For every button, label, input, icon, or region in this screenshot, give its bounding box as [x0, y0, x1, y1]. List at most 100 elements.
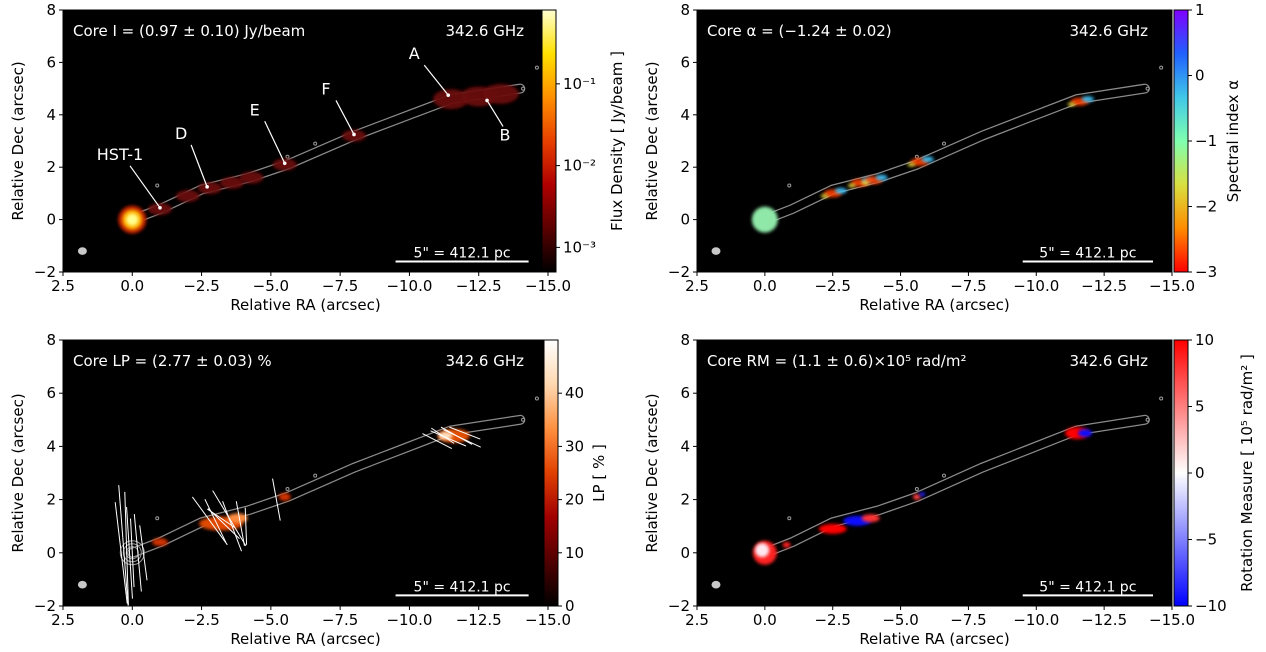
- lp-patch: [278, 492, 291, 501]
- contour-speck: [942, 473, 946, 478]
- beam-ellipse: [711, 247, 721, 255]
- knot-arrow: [486, 100, 504, 127]
- knot-arrowhead: [485, 98, 489, 103]
- x-tick-label: 0.0: [753, 611, 777, 629]
- y-tick-label: −2: [668, 263, 690, 281]
- emission-layer: [751, 65, 1164, 233]
- polarization-vector: [126, 506, 133, 599]
- colorbar-label: Flux Density [ Jy/beam ]: [608, 51, 626, 231]
- x-tick-label: −2.5: [183, 277, 219, 295]
- contour-speck: [942, 141, 946, 146]
- beam-ellipse: [711, 580, 721, 589]
- frequency-label: 342.6 GHz: [1070, 22, 1149, 40]
- scalebar-label: 5" = 412.1 pc: [414, 246, 511, 262]
- x-tick-label: −2.5: [814, 611, 850, 629]
- x-tick-label: 2.5: [51, 611, 75, 629]
- colorbar-tick-label: −1: [1195, 132, 1217, 150]
- polarization-vector: [422, 433, 453, 450]
- x-tick-label: −15.0: [525, 277, 571, 295]
- polarization-vector: [430, 430, 467, 447]
- y-tick-label: 6: [46, 384, 56, 402]
- alpha-patch-blue: [921, 156, 934, 163]
- y-axis-label: Relative Dec (arcsec): [643, 393, 661, 552]
- polarization-vector: [207, 508, 235, 528]
- x-tick-label: −7.5: [322, 611, 358, 629]
- x-tick-label: 0.0: [120, 277, 144, 295]
- x-axis-label: Relative RA (arcsec): [230, 630, 380, 648]
- x-tick-label: −10.0: [386, 611, 432, 629]
- x-axis-label: Relative RA (arcsec): [859, 296, 1009, 314]
- knot-label-a: A: [409, 44, 420, 63]
- contour-speck: [285, 154, 290, 159]
- polarization-vector: [449, 426, 481, 440]
- colorbar-tick-label: −2: [1195, 198, 1217, 216]
- knot-label-b: B: [500, 125, 511, 144]
- x-tick-label: 0.0: [753, 277, 777, 295]
- knot-arrow: [335, 100, 355, 135]
- rm-patch: [1078, 429, 1093, 438]
- x-tick-label: −10.0: [1013, 611, 1059, 629]
- jet-emission: [239, 171, 264, 184]
- x-tick-label: −5.0: [253, 277, 289, 295]
- polarization-vector: [272, 478, 281, 521]
- y-tick-label: −2: [34, 263, 56, 281]
- x-tick-label: −15.0: [1149, 277, 1195, 295]
- y-tick-label: 2: [46, 491, 56, 509]
- contour-speck: [285, 486, 290, 491]
- y-tick-label: −2: [668, 597, 690, 615]
- plot-area: [63, 10, 548, 272]
- colorbar-label: LP [ % ]: [590, 444, 608, 502]
- y-tick-label: 8: [680, 1, 690, 19]
- core-annotation: Core I = (0.97 ± 0.10) Jy/beam: [73, 22, 305, 40]
- knot-arrowhead: [205, 185, 209, 189]
- knot-arrow: [190, 144, 208, 188]
- y-tick-label: 4: [680, 106, 690, 124]
- x-tick-label: −5.0: [253, 611, 289, 629]
- y-tick-label: 0: [680, 544, 690, 562]
- plot-frame: [696, 339, 1173, 607]
- y-axis-label: Relative Dec (arcsec): [643, 61, 661, 220]
- alpha-patch-yellow: [907, 162, 916, 167]
- alpha-patch-yellow: [1067, 102, 1076, 107]
- y-tick-label: 4: [680, 437, 690, 455]
- x-tick-label: 2.5: [685, 277, 709, 295]
- polarization-vector: [212, 490, 247, 547]
- knot-label-e: E: [250, 100, 260, 119]
- polarization-vector: [244, 507, 248, 545]
- colorbar-tick-label: 40: [565, 384, 584, 402]
- y-tick-label: 6: [680, 384, 690, 402]
- polarization-vector: [431, 427, 455, 444]
- scalebar-label: 5" = 412.1 pc: [414, 579, 511, 595]
- contour-speck: [534, 65, 539, 70]
- jet-emission: [433, 89, 469, 110]
- polarization-vector: [191, 496, 228, 546]
- colorbar-tick-label: 10: [1195, 331, 1214, 349]
- colorbar-tick-label: 0: [565, 597, 575, 615]
- rm-patch: [912, 493, 921, 500]
- x-tick-label: −15.0: [1149, 611, 1195, 629]
- alpha-patch-blue: [1081, 96, 1094, 103]
- colorbar-label: Spectral index α: [1224, 80, 1242, 203]
- contour-speck: [313, 473, 318, 478]
- emission-layer: [118, 65, 539, 234]
- contour-speck: [534, 396, 539, 401]
- emission-layer: [114, 396, 539, 606]
- x-tick-label: −2.5: [814, 277, 850, 295]
- colorbar: [541, 9, 557, 273]
- panel-spectral_index: Core α = (−1.24 ± 0.02) 342.6 GHz 5" = 412…: [643, 1, 1242, 314]
- colorbar-tick-label: 30: [565, 437, 584, 455]
- colorbar-tick-label: 0: [1195, 464, 1205, 482]
- colorbar-tick-label: 10: [565, 544, 584, 562]
- polarization-vector: [133, 514, 142, 592]
- y-tick-label: 6: [46, 53, 56, 71]
- x-tick-label: −12.5: [456, 277, 502, 295]
- jet-emission: [175, 190, 200, 203]
- beam-ellipse: [77, 580, 87, 589]
- y-tick-label: 4: [46, 437, 56, 455]
- lp-patch: [227, 513, 248, 524]
- x-axis-label: Relative RA (arcsec): [859, 630, 1009, 648]
- x-tick-label: −15.0: [525, 611, 571, 629]
- frequency-label: 342.6 GHz: [1070, 352, 1149, 370]
- y-tick-label: 8: [46, 1, 56, 19]
- core-annotation: Core LP = (2.77 ± 0.03) %: [73, 352, 272, 370]
